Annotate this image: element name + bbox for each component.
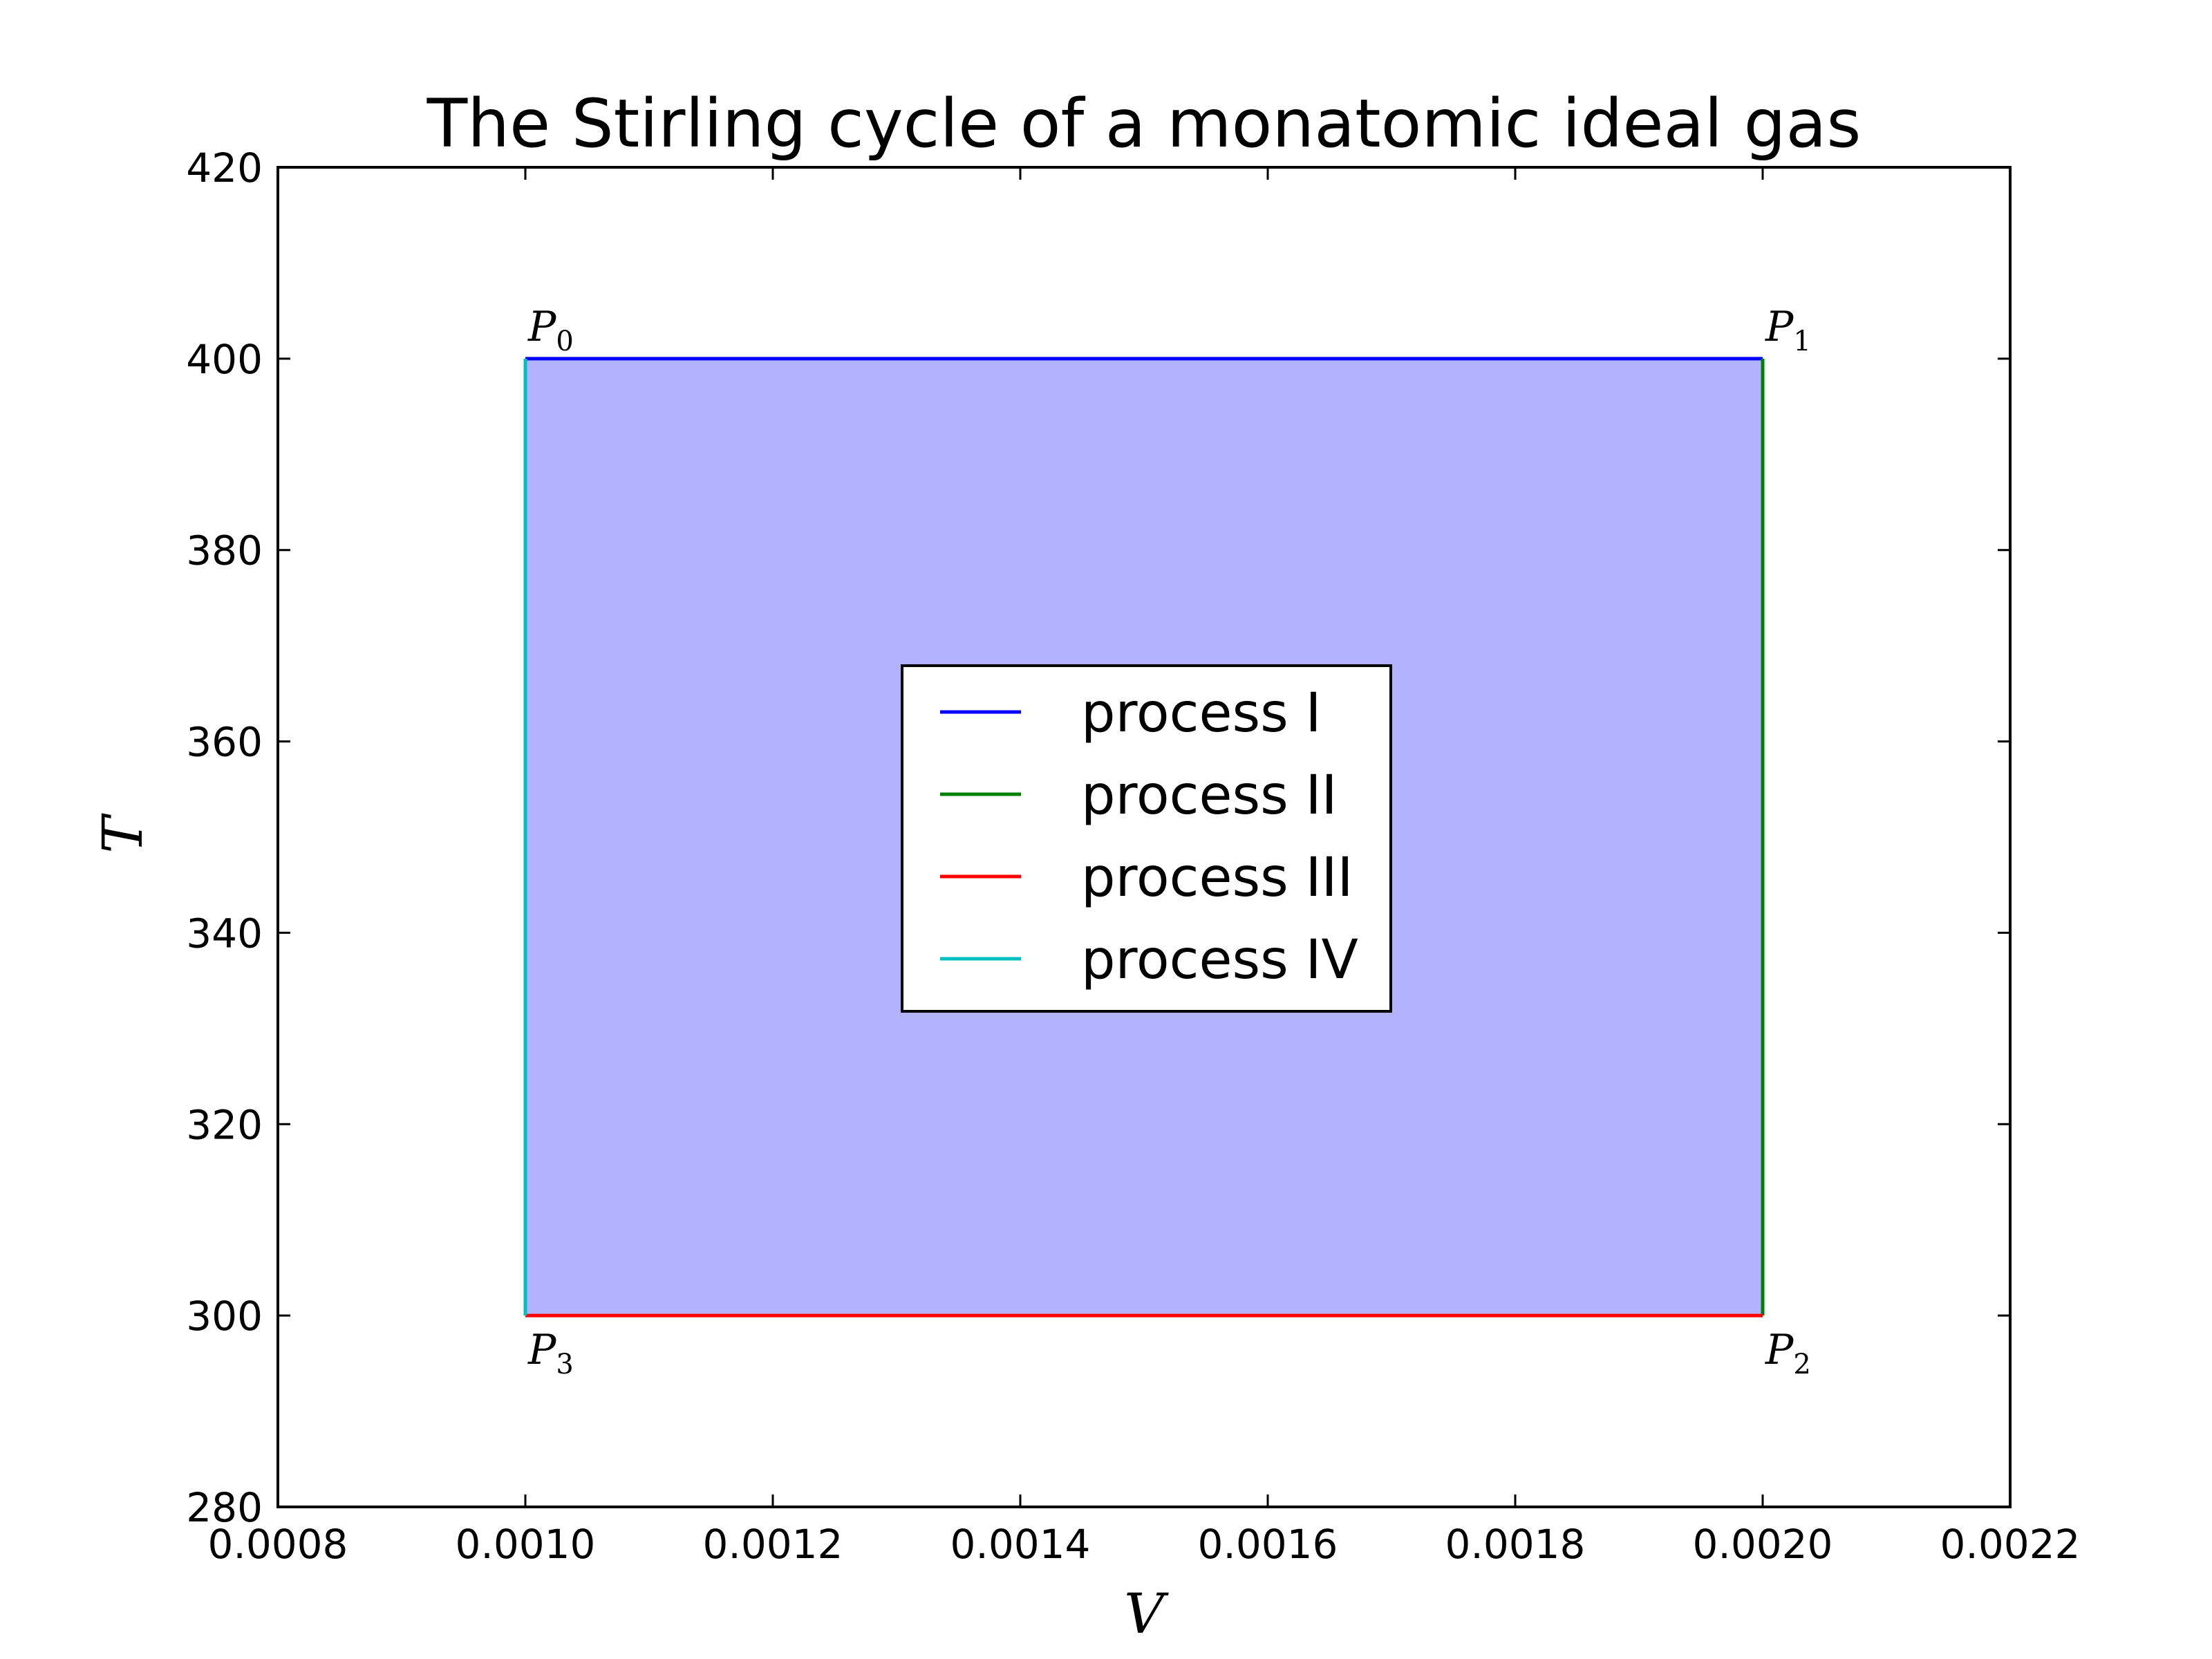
point-label-p3: P3 (527, 1326, 574, 1380)
point-label-p1: P1 (1765, 303, 1811, 357)
y-tick-label: 280 (186, 1484, 263, 1531)
x-tick-label: 0.0008 (208, 1521, 348, 1568)
y-tick-label: 360 (186, 719, 263, 766)
y-tick-label: 300 (186, 1293, 263, 1340)
y-tick-label: 340 (186, 910, 263, 957)
x-tick-label: 0.0010 (456, 1521, 596, 1568)
x-tick-label: 0.0012 (703, 1521, 843, 1568)
legend-entry-label: process IV (1081, 929, 1358, 991)
legend-entry-label: process III (1081, 847, 1353, 909)
y-axis-label: T (91, 813, 155, 854)
x-tick-label: 0.0014 (950, 1521, 1091, 1568)
legend: process I process II process III process IV (901, 664, 1392, 1013)
y-tick-label: 320 (186, 1101, 263, 1148)
x-axis-label: V (1124, 1582, 1169, 1646)
x-tick-label: 0.0020 (1693, 1521, 1833, 1568)
axes-frame (276, 166, 2012, 1508)
point-label-p2: P2 (1765, 1326, 1811, 1380)
x-tick-label: 0.0022 (1940, 1521, 2081, 1568)
legend-entry-label: process I (1081, 682, 1322, 744)
y-tick-label: 420 (186, 144, 263, 191)
y-tick-label: 380 (186, 527, 263, 574)
x-tick-label: 0.0018 (1445, 1521, 1586, 1568)
axes: 0.0008 0.0010 0.0012 0.0014 0.0016 0.0018 0.00… (186, 144, 2080, 1568)
point-label-p0: P0 (527, 303, 574, 357)
chart-title: The Stirling cycle of a monatomic ideal … (427, 85, 1862, 162)
legend-box (901, 664, 1392, 1013)
legend-entry-label: process II (1081, 765, 1338, 827)
y-tick-label: 400 (186, 336, 263, 383)
x-tick-label: 0.0016 (1198, 1521, 1338, 1568)
